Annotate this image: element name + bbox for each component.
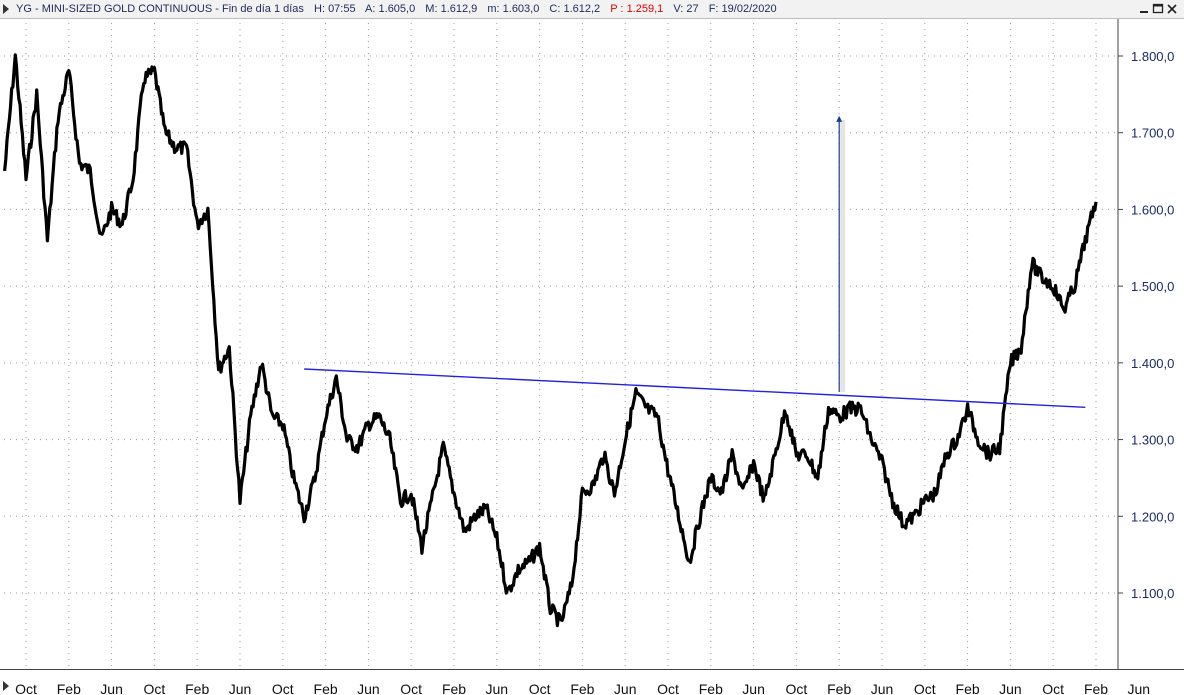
x-tick-label: Jun [486, 681, 509, 695]
p-value: 1.259,1 [626, 3, 664, 15]
a-value: 1.605,0 [378, 3, 416, 15]
minimize-icon[interactable] [1138, 2, 1150, 15]
v-value: 27 [686, 3, 699, 15]
f-value: 19/02/2020 [721, 3, 777, 15]
chart-window-titlebar: YG - MINI-SIZED GOLD CONTINUOUS - Fin de… [0, 0, 1184, 19]
arrow-shadow [840, 119, 846, 393]
y-tick-label: 1.300,0 [1131, 433, 1174, 448]
x-tick-label: Jun [229, 681, 252, 695]
h-label: H: [314, 3, 325, 15]
close-icon[interactable] [1166, 2, 1178, 15]
m-value: 1.612,9 [440, 3, 478, 15]
mn-label: m: [487, 3, 500, 15]
y-tick-label: 1.800,0 [1131, 49, 1174, 64]
scroll-left-icon[interactable] [2, 680, 10, 692]
c-value: 1.612,2 [563, 3, 601, 15]
h-value: 07:55 [328, 3, 356, 15]
x-tick-label: Feb [699, 681, 723, 695]
x-tick-label: Jun [100, 681, 123, 695]
x-tick-label: Jun [871, 681, 894, 695]
price-series [3, 53, 1098, 628]
target-arrow-head [836, 115, 843, 122]
m-label: M: [425, 3, 438, 15]
x-tick-label: Oct [657, 681, 679, 695]
y-axis: 1.100,0 1.200,0 1.300,0 1.400,0 1.500,0 1.600… [1118, 49, 1174, 601]
x-tick-label: Feb [570, 681, 594, 695]
y-tick-label: 1.500,0 [1131, 279, 1174, 294]
x-tick-label: Feb [57, 681, 81, 695]
x-tick-label: Feb [956, 681, 980, 695]
y-tick-label: 1.200,0 [1131, 509, 1174, 524]
maximize-icon[interactable] [1152, 2, 1164, 15]
resistance-trendline [304, 368, 1086, 409]
x-tick-label: Oct [272, 681, 294, 695]
x-tick-label: Jun [999, 681, 1022, 695]
x-tick-label: Oct [529, 681, 551, 695]
period: Fin de día 1 días [221, 3, 304, 15]
x-tick-label: Feb [442, 681, 466, 695]
x-tick-label: Jun [357, 681, 380, 695]
x-tick-label: Jun [742, 681, 765, 695]
chart-grid [0, 19, 1184, 670]
x-tick-label: Jun [1128, 681, 1151, 695]
quote-info: YG - MINI-SIZED GOLD CONTINUOUS - Fin de… [16, 3, 777, 15]
annotations [304, 115, 1086, 409]
price-line [3, 53, 1098, 628]
x-axis: Oct Feb Jun Oct Feb Jun Oct Feb Jun Oct Feb Jun Oct F… [15, 681, 1150, 695]
mn-value: 1.603,0 [502, 3, 540, 15]
x-tick-label: Feb [1084, 681, 1108, 695]
y-tick-label: 1.600,0 [1131, 202, 1174, 217]
x-tick-label: Oct [400, 681, 422, 695]
y-tick-label: 1.400,0 [1131, 356, 1174, 371]
window-menu-icon[interactable] [2, 3, 10, 15]
x-tick-label: Jun [614, 681, 637, 695]
v-label: V: [673, 3, 684, 15]
x-tick-label: Feb [827, 681, 851, 695]
x-tick-label: Oct [144, 681, 166, 695]
p-label: P : [610, 3, 624, 15]
x-tick-label: Feb [314, 681, 338, 695]
y-tick-label: 1.700,0 [1131, 126, 1174, 141]
f-label: F: [708, 3, 719, 15]
x-tick-label: Oct [15, 681, 37, 695]
symbol: YG [16, 3, 32, 15]
instrument-name: MINI-SIZED GOLD CONTINUOUS [41, 3, 213, 15]
x-tick-label: Oct [1042, 681, 1064, 695]
x-tick-label: Oct [786, 681, 808, 695]
c-label: C: [549, 3, 561, 15]
price-chart[interactable]: 1.100,0 1.200,0 1.300,0 1.400,0 1.500,0 1.600… [0, 19, 1184, 695]
y-tick-label: 1.100,0 [1131, 586, 1174, 601]
x-tick-label: Feb [185, 681, 209, 695]
x-tick-label: Oct [914, 681, 936, 695]
a-label: A: [365, 3, 376, 15]
